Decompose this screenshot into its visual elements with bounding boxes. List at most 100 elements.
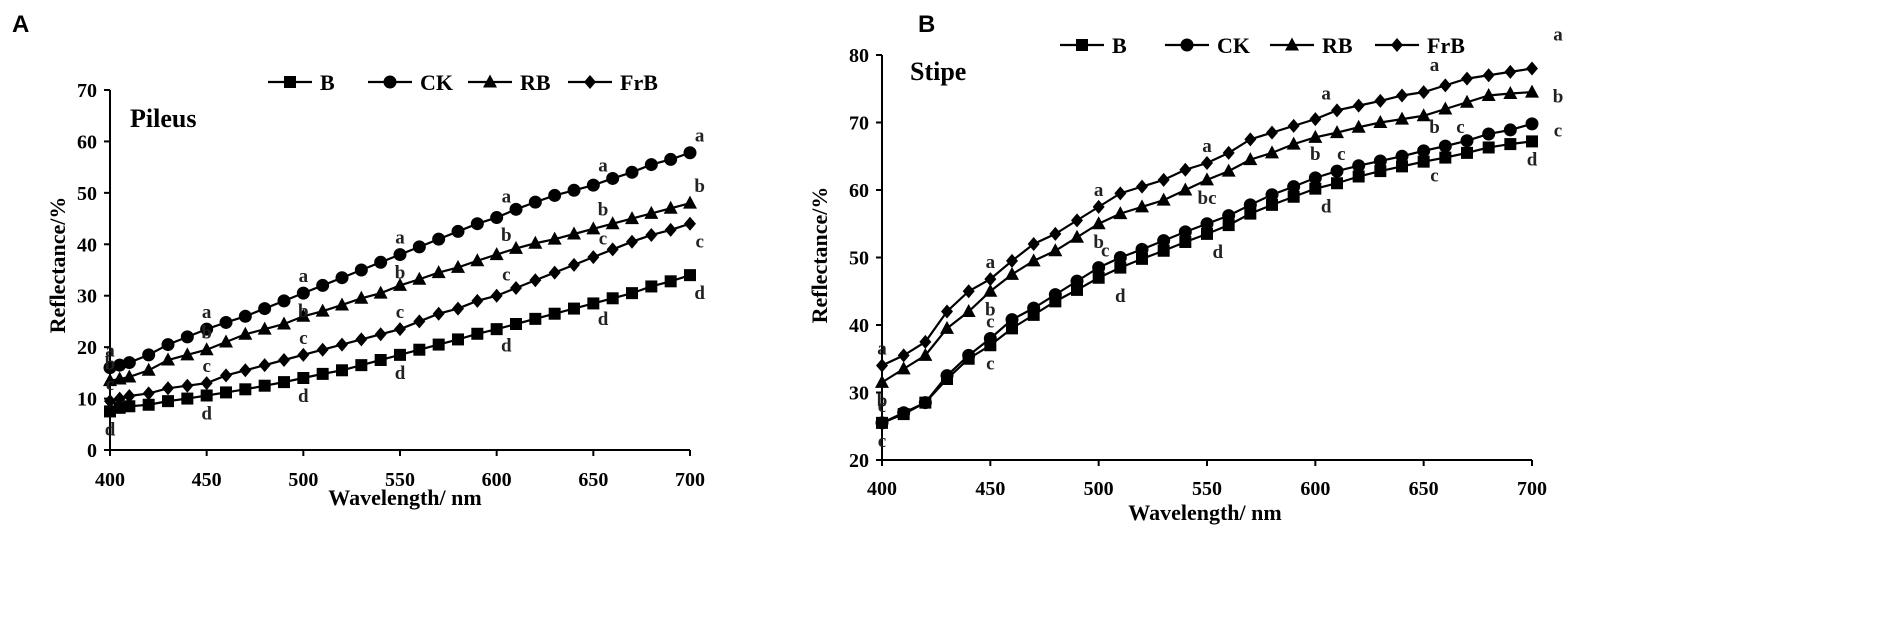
chart-a-significance-label: c	[396, 302, 404, 323]
chart-a-series-rb-point	[335, 297, 349, 311]
chart-a-series-ck-point	[142, 348, 156, 362]
chart-a-series-b-point	[510, 318, 522, 330]
chart-b-series-rb-point	[1525, 84, 1539, 98]
chart-a-legend-ck-label: CK	[420, 70, 453, 95]
chart-b-series-frb-point	[1331, 103, 1343, 118]
chart-a-series-frb-point	[490, 288, 503, 303]
chart-a-series-rb-point	[625, 211, 639, 225]
chart-b-series-frb-point	[1482, 68, 1495, 83]
chart-a-series-frb-point	[510, 281, 522, 295]
chart-a-significance-label: d	[694, 283, 705, 304]
chart-a-significance-label: c	[502, 265, 510, 286]
chart-b-series-b-point	[1439, 151, 1452, 164]
chart-a-series-frb-point	[123, 389, 136, 403]
chart-b-x-tick-label: 400	[867, 478, 897, 500]
chart-a-significance-label: c	[202, 356, 210, 377]
chart-b-series-frb-point	[1244, 132, 1257, 147]
chart-b-legend-frb-marker	[1391, 38, 1403, 52]
chart-a-series-b-point	[394, 348, 406, 361]
chart-a-significance-label: a	[502, 186, 512, 207]
chart-a-series-ck-point	[625, 165, 639, 179]
chart-a-legend: B CK RB FrB	[268, 70, 658, 95]
chart-b-series-ck-point	[1503, 123, 1517, 137]
chart-a-series-rb-point	[586, 221, 601, 235]
chart-a-series-ck-point	[354, 263, 368, 277]
chart-b-significance-label: bc	[1198, 188, 1217, 209]
chart-b-series-ck-point	[1113, 251, 1127, 264]
chart-a-series-ck-point	[490, 211, 504, 225]
chart-b-series-ck-point	[1460, 134, 1474, 148]
chart-a-legend-frb-marker	[584, 75, 596, 89]
chart-b-series-ck-point	[918, 396, 932, 410]
chart-b-significance-label: d	[1213, 242, 1224, 263]
chart-b-series-ck-point	[1048, 288, 1062, 302]
chart-a-series-rb-point	[567, 226, 581, 240]
chart-b-series-ck-point	[897, 406, 911, 420]
chart-b-series-ck-point	[1330, 164, 1344, 178]
chart-a-series-rb-point	[296, 308, 311, 322]
chart-a-significance-label: c	[106, 374, 114, 395]
chart-a-x-tick-label: 400	[95, 469, 125, 491]
chart-a-series-frb-point	[162, 381, 174, 396]
chart-a-y-axis-label: Reflectance/%	[45, 197, 70, 334]
chart-b-legend-ck-marker	[1180, 38, 1194, 52]
chart-b-series-b-point	[1331, 177, 1343, 190]
chart-a-series-frb-point	[258, 358, 271, 373]
chart-a-series-rb-point	[199, 342, 214, 356]
chart-b-series-b-point	[1006, 322, 1018, 335]
chart-a-series-b-point	[529, 312, 542, 325]
chart-a-series-frb-point	[548, 265, 561, 280]
chart-a-series-b-point	[452, 333, 464, 346]
chart-a-significance-label: d	[105, 419, 116, 440]
chart-b-series-rb-point	[1221, 163, 1236, 177]
chart-b-series-ck-point	[1200, 217, 1214, 231]
chart-a-x-tick-label: 450	[192, 469, 222, 491]
chart-a-series-rb-point	[180, 347, 195, 361]
chart-b-series-b-point	[1266, 198, 1278, 211]
chart-a-title: Pileus	[130, 104, 196, 133]
chart-a-series-rb-point	[315, 303, 330, 317]
chart-a-series-ck-point	[296, 286, 310, 300]
chart-a-series-b-point	[432, 338, 445, 351]
chart-b-series-ck-point	[1438, 139, 1452, 153]
chart-b-series-ck-point	[1027, 301, 1041, 315]
chart-a-series-b-point	[162, 395, 174, 408]
chart-b-series-frb-point	[1461, 71, 1473, 86]
chart-panel-b: Stipe Wavelength/ nm Reflectance/% 20 30 4…	[807, 25, 1563, 525]
chart-b-significance-label: c	[1430, 166, 1438, 187]
chart-b-significance-label: c	[1101, 241, 1109, 262]
chart-a-series-rb-point	[393, 277, 407, 291]
chart-a-series-ck-point	[509, 202, 523, 216]
chart-a-series-frb-point	[278, 353, 290, 367]
chart-b-series-ck-point	[1525, 117, 1539, 131]
chart-b-series-b-point	[1352, 170, 1365, 183]
chart-a-series-ck-point	[180, 330, 194, 344]
chart-a-series-b-point	[684, 269, 696, 282]
chart-b-series-rb-point	[940, 320, 954, 334]
chart-a-series-rb-point	[257, 321, 272, 335]
chart-a-y-tick-label: 50	[77, 183, 97, 205]
chart-a-series-ck-point	[122, 356, 136, 370]
chart-b-significance-label: c	[1337, 144, 1345, 165]
chart-b-significance-label: d	[1527, 149, 1538, 170]
chart-b-series-rb-point	[1481, 88, 1496, 101]
chart-a-series-frb-point	[200, 376, 213, 391]
chart-a-significance-label: d	[501, 336, 512, 357]
chart-b-x-tick-label: 450	[975, 478, 1005, 500]
chart-a-x-tick-label: 550	[385, 469, 415, 491]
chart-a-series-ck-point	[412, 240, 426, 254]
chart-b-series-ck-point	[1265, 188, 1279, 202]
chart-b-series-rb-point	[1048, 243, 1063, 257]
chart-b-series-rb-point	[918, 347, 933, 361]
chart-b-significance-label: b	[877, 390, 888, 411]
chart-a-series-b-point	[278, 376, 290, 389]
chart-a-series-b-point	[606, 292, 619, 305]
chart-a-series-b-point	[645, 280, 658, 293]
chart-a-series-rb-point	[277, 316, 291, 330]
chart-a-series-frb-point	[104, 394, 116, 409]
chart-a-series-rb-point	[161, 352, 175, 366]
chart-a-x-tick-label: 700	[675, 469, 705, 491]
chart-a-series-b-point	[568, 302, 580, 315]
chart-a-series-frb-point	[606, 242, 619, 257]
chart-b-series-rb-point	[1351, 119, 1366, 133]
